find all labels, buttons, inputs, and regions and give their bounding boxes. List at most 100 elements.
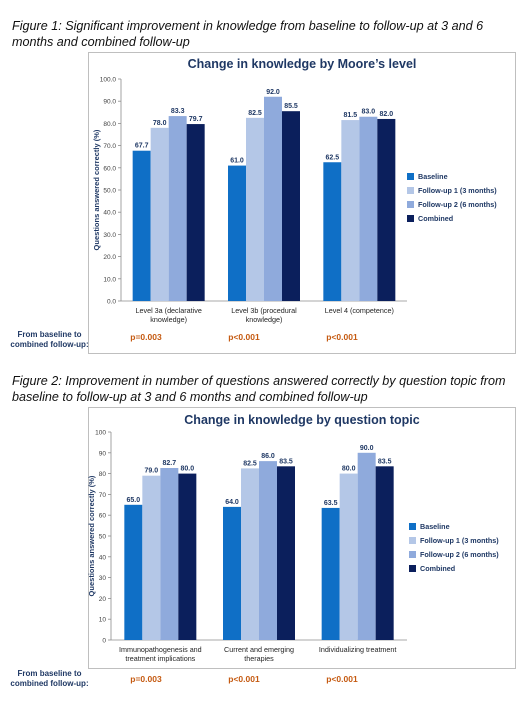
y-tick-label: 10 bbox=[99, 617, 107, 624]
chart2-svg: 0 10 20 30 40 50 60 70 80 90 100 Questions answered… bbox=[87, 430, 499, 664]
chart1-pvalue-3: p<0.001 bbox=[326, 332, 358, 342]
chart2-pvalue-3: p<0.001 bbox=[326, 674, 358, 684]
bar bbox=[168, 116, 187, 301]
figure1-caption: Figure 1: Significant improvement in kno… bbox=[12, 19, 484, 49]
x-category-label: Immunopathogenesis and bbox=[119, 645, 202, 654]
bar-value-label: 82.5 bbox=[248, 110, 262, 117]
y-tick-label: 90.0 bbox=[103, 99, 116, 106]
bar bbox=[132, 150, 151, 301]
bar-value-label: 82.7 bbox=[163, 460, 177, 467]
bar-value-label: 82.5 bbox=[243, 460, 257, 467]
bar bbox=[341, 120, 360, 301]
bar bbox=[178, 473, 197, 640]
chart1-svg: 0.0 10.0 20.0 30.0 40.0 50.0 60.0 70.0 80.0 90.0 1… bbox=[92, 77, 497, 325]
bar bbox=[323, 162, 342, 301]
y-tick-label: 70.0 bbox=[103, 143, 116, 150]
bar-value-label: 62.5 bbox=[326, 154, 340, 161]
legend-swatch bbox=[409, 551, 416, 558]
bar-value-label: 63.5 bbox=[324, 500, 338, 507]
legend-label: Combined bbox=[418, 214, 453, 223]
bar bbox=[375, 466, 394, 640]
y-tick-label: 50.0 bbox=[103, 188, 116, 195]
bar-value-label: 79.0 bbox=[145, 468, 159, 475]
bar bbox=[150, 127, 169, 301]
x-category-label: Level 3a (declarative bbox=[136, 306, 202, 315]
legend-label: Baseline bbox=[420, 522, 450, 531]
bar bbox=[359, 116, 378, 301]
bar-value-label: 85.5 bbox=[284, 103, 298, 110]
bar-value-label: 61.0 bbox=[230, 158, 244, 165]
x-category-label: therapies bbox=[244, 654, 274, 663]
bar-value-label: 78.0 bbox=[153, 120, 167, 127]
y-tick-label: 90 bbox=[99, 450, 107, 457]
y-tick-label: 30.0 bbox=[103, 232, 116, 239]
bar-value-label: 67.7 bbox=[135, 143, 149, 150]
bar bbox=[142, 475, 161, 640]
legend-label: Follow-up 1 (3 months) bbox=[418, 186, 497, 195]
bar-value-label: 79.7 bbox=[189, 116, 203, 123]
y-tick-label: 80.0 bbox=[103, 121, 116, 128]
legend-label: Follow-up 1 (3 months) bbox=[420, 536, 499, 545]
x-category-label: knowledge) bbox=[150, 315, 187, 324]
chart2-pvalue-1: p=0.003 bbox=[130, 674, 162, 684]
bar-value-label: 82.0 bbox=[380, 111, 394, 118]
legend-swatch bbox=[407, 201, 414, 208]
y-axis-label: Questions answered correctly (%) bbox=[92, 129, 101, 250]
y-tick-label: 100.0 bbox=[100, 77, 117, 84]
chart2-pvalue-2: p<0.001 bbox=[228, 674, 260, 684]
bar-value-label: 83.5 bbox=[378, 458, 392, 465]
legend-swatch bbox=[407, 215, 414, 222]
legend-label: Follow-up 2 (6 months) bbox=[420, 550, 499, 559]
x-category-label: knowledge) bbox=[246, 315, 283, 324]
legend-swatch bbox=[407, 187, 414, 194]
chart2-row-label: From baseline to combined follow-up: bbox=[10, 669, 89, 688]
bar bbox=[339, 473, 358, 640]
bar bbox=[241, 468, 259, 640]
chart1-pvalue-2: p<0.001 bbox=[228, 332, 260, 342]
x-category-label: Individualizing treatment bbox=[319, 645, 397, 654]
bar bbox=[321, 507, 340, 640]
x-category-label: Current and emerging bbox=[224, 645, 294, 654]
bar-value-label: 64.0 bbox=[225, 499, 239, 506]
chart2-panel: Change in knowledge by question topic 0 1… bbox=[87, 407, 516, 669]
chart2-title: Change in knowledge by question topic bbox=[184, 413, 420, 427]
bar-value-label: 86.0 bbox=[261, 453, 275, 460]
bar bbox=[259, 461, 277, 640]
bar-value-label: 65.0 bbox=[127, 497, 141, 504]
legend-swatch bbox=[409, 537, 416, 544]
y-tick-label: 100 bbox=[95, 430, 106, 437]
bar-value-label: 83.3 bbox=[171, 108, 185, 115]
bar bbox=[377, 118, 396, 302]
bar-value-label: 81.5 bbox=[344, 112, 358, 119]
y-tick-label: 40.0 bbox=[103, 210, 116, 217]
chart1-panel: Change in knowledge by Moore’s level 0.0… bbox=[88, 52, 516, 354]
legend-swatch bbox=[407, 173, 414, 180]
x-category-label: Level 4 (competence) bbox=[325, 306, 394, 315]
bar-value-label: 83.5 bbox=[279, 458, 293, 465]
bar-value-label: 80.0 bbox=[342, 466, 356, 473]
y-tick-label: 20.0 bbox=[103, 254, 116, 261]
legend-swatch bbox=[409, 523, 416, 530]
bar-value-label: 80.0 bbox=[181, 466, 195, 473]
legend-swatch bbox=[409, 565, 416, 572]
bar bbox=[282, 111, 300, 301]
y-tick-label: 30 bbox=[99, 575, 107, 582]
bar bbox=[246, 117, 264, 301]
bar bbox=[160, 467, 179, 640]
bar-value-label: 90.0 bbox=[360, 445, 374, 452]
bar bbox=[277, 466, 295, 640]
chart1-row-label: From baseline to combined follow-up: bbox=[10, 330, 89, 349]
figure2-caption: Figure 2: Improvement in number of quest… bbox=[12, 374, 506, 404]
x-category-label: treatment implications bbox=[125, 654, 195, 663]
y-tick-label: 80 bbox=[99, 471, 107, 478]
y-tick-label: 40 bbox=[99, 554, 107, 561]
y-tick-label: 60 bbox=[99, 513, 107, 520]
y-axis-label: Questions answered correctly (%) bbox=[87, 475, 96, 596]
y-tick-label: 0.0 bbox=[107, 299, 116, 306]
y-tick-label: 60.0 bbox=[103, 165, 116, 172]
legend-label: Follow-up 2 (6 months) bbox=[418, 200, 497, 209]
bar-value-label: 83.0 bbox=[362, 109, 376, 116]
bar bbox=[357, 452, 376, 640]
y-tick-label: 10.0 bbox=[103, 276, 116, 283]
chart1-title: Change in knowledge by Moore’s level bbox=[187, 57, 417, 71]
